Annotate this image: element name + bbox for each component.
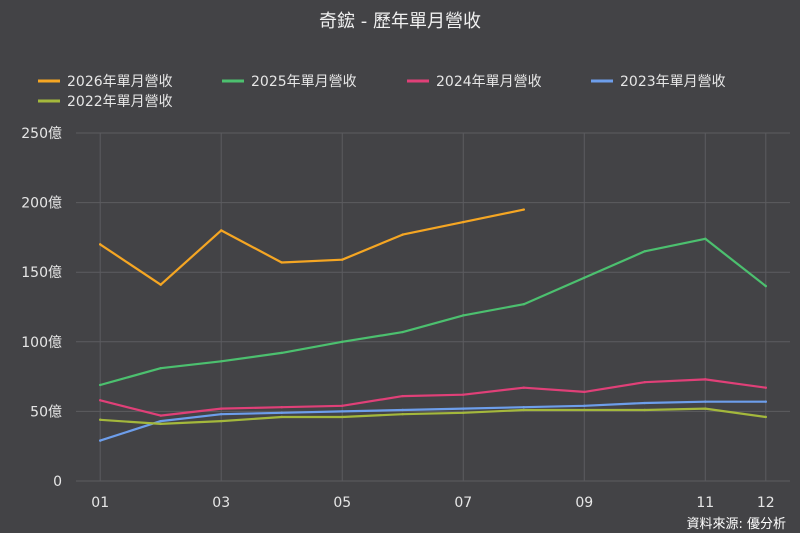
series-line-4 xyxy=(99,407,767,425)
legend-label: 2023年單月營收 xyxy=(620,74,726,90)
y-tick-label: 50億 xyxy=(30,404,62,420)
data-point xyxy=(99,418,102,421)
data-point xyxy=(280,411,283,414)
x-tick-label: 03 xyxy=(212,495,230,511)
legend: 2026年單月營收 2025年單月營收 2024年單月營收 2023年單月營收 2022… xyxy=(38,74,726,110)
data-point xyxy=(99,399,102,402)
data-point xyxy=(401,394,404,398)
x-tick-label: 01 xyxy=(91,495,109,511)
data-point xyxy=(159,367,162,370)
data-point xyxy=(643,250,646,253)
legend-label: 2026年單月營收 xyxy=(67,74,173,90)
data-point xyxy=(643,408,646,412)
data-point xyxy=(341,404,344,408)
x-axis: 01 03 05 07 09 11 12 xyxy=(91,495,774,511)
data-point xyxy=(99,383,102,387)
data-point xyxy=(643,401,646,405)
y-tick-label: 100億 xyxy=(21,335,62,351)
y-tick-label: 150億 xyxy=(21,265,62,281)
data-point xyxy=(643,380,646,384)
data-point xyxy=(462,393,465,396)
data-point xyxy=(159,414,162,417)
data-point xyxy=(341,415,344,419)
data-point xyxy=(522,406,525,409)
series-line-3 xyxy=(99,400,767,442)
data-point xyxy=(522,208,525,211)
gridlines xyxy=(76,132,790,482)
x-tick-label: 05 xyxy=(333,495,351,511)
legend-label: 2022年單月營收 xyxy=(67,94,173,110)
data-point xyxy=(341,340,344,343)
y-tick-label: 0 xyxy=(53,474,62,490)
legend-label: 2024年單月營收 xyxy=(436,74,542,90)
data-point xyxy=(341,258,344,261)
data-point xyxy=(764,386,767,389)
legend-item: 2026年單月營收 xyxy=(38,74,173,90)
series-line-2 xyxy=(99,378,767,417)
data-point xyxy=(522,386,525,389)
legend-label: 2025年單月營收 xyxy=(251,74,357,90)
chart-title: 奇鋐 - 歷年單月營收 xyxy=(319,11,481,32)
series-lines xyxy=(99,208,767,442)
data-point xyxy=(220,229,223,232)
data-point xyxy=(522,303,525,306)
data-point xyxy=(280,261,283,264)
data-point xyxy=(522,408,525,412)
data-point xyxy=(401,408,404,412)
data-point xyxy=(704,237,707,240)
data-point xyxy=(401,412,404,416)
data-point xyxy=(280,406,283,409)
source-note: 資料來源: 優分析 xyxy=(686,517,786,532)
data-point xyxy=(583,408,586,412)
data-point xyxy=(99,243,102,246)
x-tick-label: 07 xyxy=(454,495,472,511)
data-point xyxy=(401,330,404,334)
data-point xyxy=(159,419,162,423)
data-point xyxy=(462,407,465,410)
data-point xyxy=(341,410,344,413)
data-point xyxy=(583,276,586,279)
data-point xyxy=(462,220,465,224)
data-point xyxy=(462,411,465,414)
legend-item: 2024年單月營收 xyxy=(407,74,542,90)
legend-item: 2023年單月營收 xyxy=(591,74,726,90)
series-line-0 xyxy=(99,208,525,286)
data-point xyxy=(583,390,586,394)
data-point xyxy=(220,407,223,410)
data-point xyxy=(220,419,223,423)
data-point xyxy=(704,400,707,403)
data-point xyxy=(462,314,465,317)
data-point xyxy=(764,284,767,288)
data-point xyxy=(704,378,707,381)
data-point xyxy=(401,233,404,236)
data-point xyxy=(159,283,162,286)
y-tick-label: 250億 xyxy=(21,126,62,142)
data-point xyxy=(583,404,586,408)
y-axis: 0 50億 100億 150億 200億 250億 xyxy=(21,126,62,490)
series-line-1 xyxy=(99,237,767,387)
data-point xyxy=(99,439,102,442)
x-tick-label: 09 xyxy=(575,495,593,511)
y-tick-label: 200億 xyxy=(21,196,62,212)
data-point xyxy=(159,422,162,426)
data-point xyxy=(220,412,223,416)
legend-item: 2022年單月營收 xyxy=(38,94,173,110)
data-point xyxy=(764,415,767,419)
data-point xyxy=(280,351,283,355)
x-tick-label: 11 xyxy=(696,495,714,511)
legend-item: 2025年單月營收 xyxy=(222,74,357,90)
data-point xyxy=(280,415,283,419)
data-point xyxy=(704,407,707,410)
data-point xyxy=(220,360,223,363)
data-point xyxy=(764,400,767,403)
x-tick-label: 12 xyxy=(757,495,775,511)
